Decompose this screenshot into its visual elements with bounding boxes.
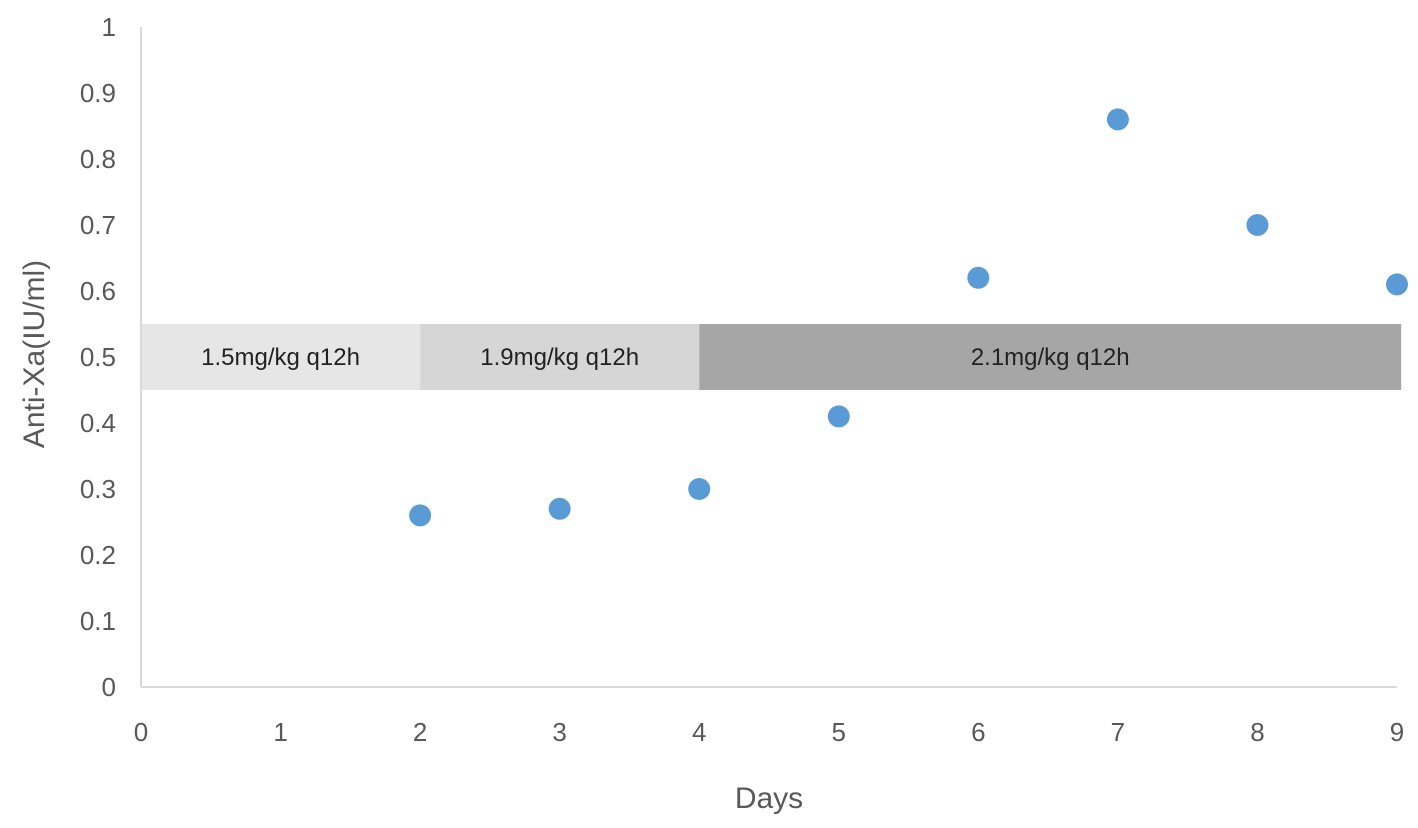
- axes: [140, 27, 1397, 688]
- x-tick-label: 8: [1250, 717, 1264, 747]
- dose-band-label-3: 2.1mg/kg q12h: [971, 344, 1130, 371]
- dose-band-1: [141, 324, 421, 390]
- y-tick-label: 0.8: [80, 144, 116, 174]
- data-point: [1246, 214, 1269, 236]
- y-tick-label: 0.6: [80, 276, 116, 306]
- x-tick-label: 9: [1390, 717, 1404, 747]
- dose-band-label-2: 1.9mg/kg q12h: [480, 344, 639, 371]
- y-tick-label: 0.9: [80, 78, 116, 108]
- dose-bands: 1.5mg/kg q12h 1.9mg/kg q12h 2.1mg/kg q12h: [141, 324, 1402, 390]
- data-point: [1106, 108, 1129, 131]
- x-tick-label: 1: [273, 717, 287, 747]
- data-points: [409, 108, 1408, 527]
- x-axis-title: Days: [735, 782, 803, 815]
- y-tick-label: 0: [102, 672, 116, 702]
- x-tick-label: 6: [971, 717, 985, 747]
- data-point: [827, 405, 850, 428]
- data-point: [1386, 273, 1408, 296]
- y-axis-title: Anti-Xa(IU/ml): [18, 260, 51, 448]
- x-tick-label: 4: [692, 717, 706, 747]
- dose-band-label-1: 1.5mg/kg q12h: [201, 344, 360, 371]
- y-tick-label: 0.7: [80, 210, 116, 240]
- x-tick-label: 5: [832, 717, 846, 747]
- y-tick-labels: 0 0.1 0.2 0.3 0.4 0.5 0.6 0.7 0.8 0.9 1: [80, 12, 116, 702]
- data-point: [548, 497, 571, 520]
- x-tick-label: 3: [552, 717, 566, 747]
- y-tick-label: 0.3: [80, 474, 116, 504]
- y-tick-label: 1: [102, 12, 116, 42]
- y-tick-label: 0.2: [80, 540, 116, 570]
- x-tick-label: 2: [413, 717, 427, 747]
- data-point: [688, 478, 711, 500]
- x-tick-labels: 0 1 2 3 4 5 6 7 8 9: [134, 717, 1404, 747]
- y-tick-label: 0.4: [80, 408, 116, 438]
- data-point: [967, 266, 990, 289]
- y-tick-label: 0.1: [80, 606, 116, 636]
- x-tick-label: 7: [1111, 717, 1125, 747]
- dose-band-2: [420, 324, 700, 390]
- x-tick-label: 0: [134, 717, 148, 747]
- y-tick-label: 0.5: [80, 342, 116, 372]
- dose-band-3: [699, 324, 1402, 390]
- data-point: [409, 504, 432, 527]
